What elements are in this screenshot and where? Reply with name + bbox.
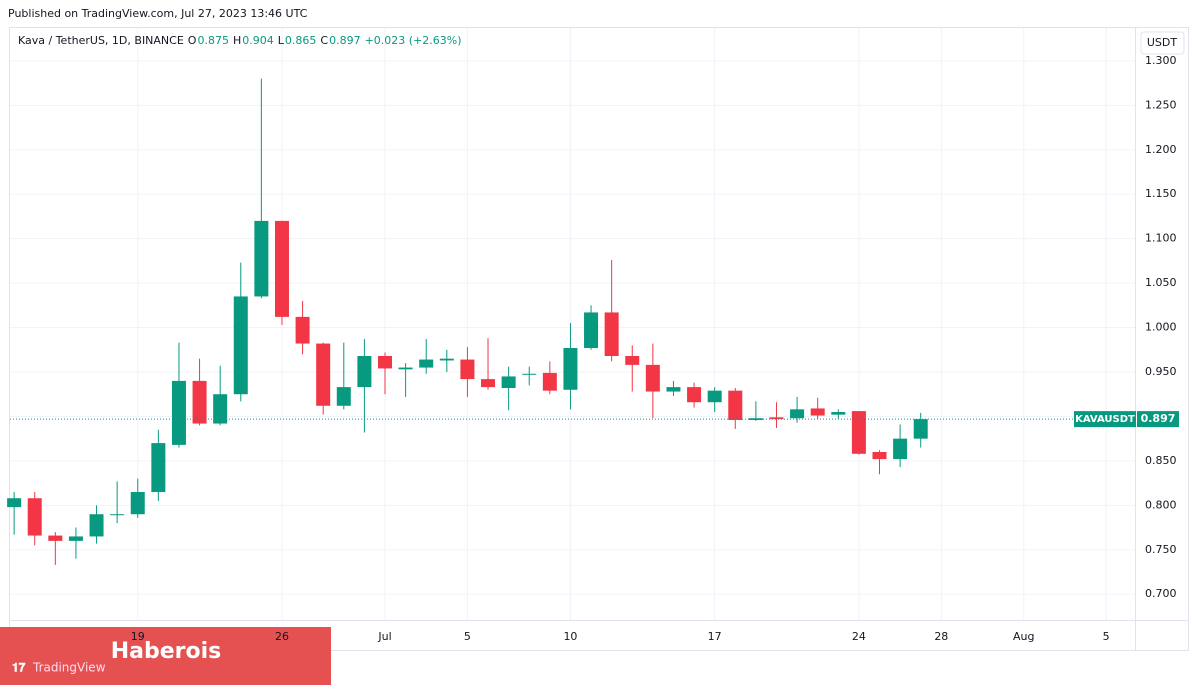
y-tick-label: 1.050 xyxy=(1145,276,1177,289)
candle-body xyxy=(213,394,228,424)
candle-body xyxy=(542,372,557,391)
candle-body xyxy=(89,514,104,537)
x-tick-label: 17 xyxy=(708,630,722,643)
x-tick-label: 26 xyxy=(275,630,289,643)
candle-body xyxy=(501,376,516,388)
candle-body xyxy=(810,408,825,416)
candle-body xyxy=(584,312,599,348)
watermark-box xyxy=(0,627,331,685)
currency-button[interactable] xyxy=(1140,31,1185,55)
brand: TradingView xyxy=(32,661,106,675)
candle-body xyxy=(460,359,475,380)
currency[interactable]: USDT xyxy=(1147,36,1178,49)
y-tick-label: 0.750 xyxy=(1145,543,1177,556)
ohlc-value: 0.897 xyxy=(329,34,361,47)
candle-body xyxy=(130,492,145,515)
candle-body xyxy=(151,443,166,492)
candle-body xyxy=(872,452,887,460)
y-tick-label: 1.250 xyxy=(1145,98,1177,111)
candle-body xyxy=(666,387,681,392)
candle-body xyxy=(336,387,351,406)
x-tick-label: 10 xyxy=(563,630,577,643)
x-tick-label: 5 xyxy=(1103,630,1110,643)
candle-body xyxy=(769,417,784,420)
candle-body xyxy=(254,220,269,297)
candle-body xyxy=(728,390,743,420)
x-tick-label: Jul xyxy=(377,630,391,643)
candle-body xyxy=(707,390,722,403)
chart-title: Kava / TetherUS, 1D, BINANCE xyxy=(18,34,184,47)
candle-body xyxy=(481,379,496,388)
last-price-symbol: KAVAUSDT xyxy=(1075,414,1135,425)
candle-body xyxy=(110,514,125,516)
candle-body xyxy=(748,418,763,420)
candle-body xyxy=(192,380,207,424)
change: +0.023 (+2.63%) xyxy=(365,34,462,47)
ohlc-value: 0.875 xyxy=(197,34,229,47)
candle-body xyxy=(27,498,42,536)
candle-body xyxy=(419,359,434,368)
candle-body xyxy=(563,348,578,390)
candle-body xyxy=(233,296,248,395)
candle-body xyxy=(48,535,63,541)
candle-body xyxy=(357,356,372,388)
candle-body xyxy=(398,367,413,370)
y-tick-label: 0.700 xyxy=(1145,587,1177,600)
ohlc-value: 0.865 xyxy=(285,34,317,47)
last-price-tag xyxy=(1074,411,1136,428)
frame xyxy=(9,27,1189,651)
candle-body xyxy=(522,373,537,375)
candle-body xyxy=(295,316,310,344)
candle-body xyxy=(893,438,908,460)
y-tick-label: 1.300 xyxy=(1145,54,1177,67)
candle-body xyxy=(913,419,928,439)
candle-body xyxy=(7,498,22,508)
candle-body xyxy=(851,411,866,454)
candle-body xyxy=(790,409,805,419)
y-tick-label: 0.950 xyxy=(1145,365,1177,378)
ohlc-label: H xyxy=(233,34,241,47)
candle-body xyxy=(439,358,454,361)
published-note: Published on TradingView.com, Jul 27, 20… xyxy=(8,7,308,20)
x-tick-label: 28 xyxy=(934,630,948,643)
y-tick-label: 1.100 xyxy=(1145,232,1177,245)
ohlc-label: C xyxy=(320,34,328,47)
candle-body xyxy=(378,356,392,369)
x-tick-label: Aug xyxy=(1013,630,1034,643)
x-tick-label: 24 xyxy=(852,630,866,643)
ohlc-label: L xyxy=(278,34,285,47)
candle-body xyxy=(831,412,846,415)
brand-logo: 𝟏𝟕 xyxy=(12,661,26,675)
watermark: Haberois xyxy=(111,639,222,664)
x-tick-label: 19 xyxy=(131,630,145,643)
last-price-value-tag xyxy=(1137,411,1179,428)
candle-body xyxy=(604,312,619,356)
candle-body xyxy=(645,364,660,392)
y-tick-label: 1.150 xyxy=(1145,187,1177,200)
y-tick-label: 0.800 xyxy=(1145,498,1177,511)
y-tick-label: 1.200 xyxy=(1145,143,1177,156)
x-tick-label: 5 xyxy=(464,630,471,643)
ohlc-value: 0.904 xyxy=(242,34,274,47)
candle-body xyxy=(171,380,186,445)
last-price-value: 0.897 xyxy=(1141,412,1176,425)
ohlc-label: O xyxy=(188,34,197,47)
y-tick-label: 0.850 xyxy=(1145,454,1177,467)
candle-body xyxy=(68,536,83,541)
y-tick-label: 1.000 xyxy=(1145,321,1177,334)
candle-body xyxy=(274,220,289,317)
candle-body xyxy=(687,387,702,403)
candle-body xyxy=(316,343,331,406)
candle-body xyxy=(625,356,640,365)
